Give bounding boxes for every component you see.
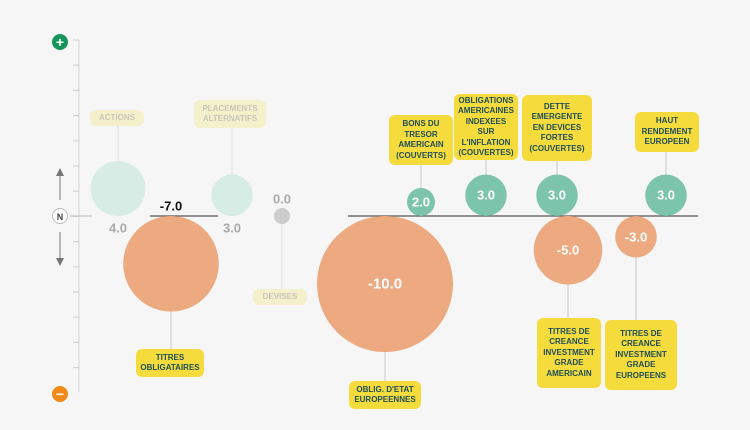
bubble bbox=[123, 216, 219, 312]
value-label: 3.0 bbox=[547, 187, 567, 203]
plus-icon: + bbox=[52, 34, 68, 50]
value-label: -10.0 bbox=[367, 275, 403, 293]
value-label: 4.0 bbox=[108, 220, 128, 236]
category-label: DEVISES bbox=[253, 289, 307, 305]
bubble bbox=[615, 216, 657, 258]
down-arrowhead-icon bbox=[56, 258, 64, 266]
value-label: 3.0 bbox=[476, 187, 496, 203]
category-label: HAUT RENDEMENT EUROPEEN bbox=[635, 112, 699, 152]
bubble bbox=[211, 174, 253, 216]
category-label: OBLIGATIONS AMERICAINES INDEXEES SUR L'I… bbox=[454, 94, 518, 160]
bubble bbox=[407, 188, 435, 216]
category-label: DETTE EMERGENTE EN DEVICES FORTES (COUVE… bbox=[522, 95, 592, 161]
bubble bbox=[465, 174, 507, 216]
value-label: -7.0 bbox=[159, 198, 183, 214]
category-label: OBLIG. D'ETAT EUROPEENNES bbox=[349, 381, 421, 409]
bubble bbox=[90, 161, 146, 216]
value-label: -5.0 bbox=[556, 242, 580, 258]
bubble bbox=[317, 216, 453, 352]
value-label: 3.0 bbox=[222, 220, 242, 236]
value-label: 2.0 bbox=[411, 194, 431, 210]
category-label: TITRES OBLIGATAIRES bbox=[136, 349, 204, 377]
category-label: TITRES DE CREANCE INVESTMENT GRADE AMERI… bbox=[537, 318, 601, 388]
category-label: ACTIONS bbox=[90, 110, 144, 126]
category-label: PLACEMENTS ALTERNATIFS bbox=[194, 100, 266, 128]
minus-icon: − bbox=[52, 386, 68, 402]
value-label: -3.0 bbox=[624, 229, 648, 245]
category-label: BONS DU TRESOR AMERICAIN (COUVERTS) bbox=[389, 115, 453, 165]
bubble bbox=[645, 174, 687, 216]
value-label: 3.0 bbox=[656, 187, 676, 203]
bubble bbox=[274, 208, 290, 224]
up-arrowhead-icon bbox=[56, 168, 64, 176]
value-label: 0.0 bbox=[272, 191, 292, 207]
neutral-marker: N bbox=[52, 208, 68, 224]
category-label: TITRES DE CREANCE INVESTMENT GRADE EUROP… bbox=[605, 320, 677, 390]
bubble bbox=[533, 216, 603, 285]
bubble bbox=[536, 174, 578, 216]
